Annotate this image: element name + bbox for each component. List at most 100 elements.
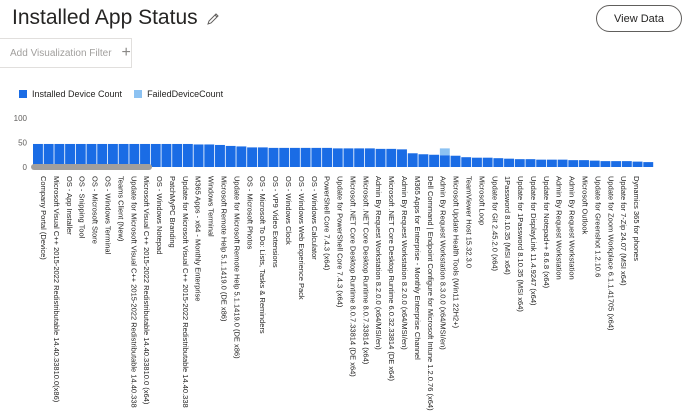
category-label: TeamViewer Host 15.32.3.0 [464,176,473,268]
bar-installed [161,143,172,167]
bar-installed [418,154,429,167]
category-label: OS - Windows Calculator [310,176,319,260]
category-label: Microsoft Update Health Tools (Win11 22H… [452,176,461,329]
bar-installed [343,148,354,167]
bar-installed [407,153,418,167]
y-tick-label: 50 [18,139,27,148]
bar-installed [439,155,450,167]
category-label: Update for Microsoft Visual C++ 2015-202… [181,176,190,408]
category-label: Admin By Request Workstation 8.3.0.0 (x6… [439,176,448,350]
legend-swatch-failed [134,90,143,98]
bar-installed [311,147,322,167]
category-label: OS - Microsoft To Do: Lists, Tasks & Rem… [258,176,267,334]
bar-installed [225,145,236,167]
bar-installed [536,159,547,167]
bar-installed [150,143,161,167]
bar-installed [643,162,654,167]
y-tick-label: 100 [14,114,28,123]
bar-installed [247,147,258,167]
y-tick-label: 0 [23,163,28,172]
filter-label: Add Visualization Filter [10,47,112,59]
bar-installed [332,148,343,167]
category-label: Microsoft .NET Core Desktop Runtime 6.0.… [387,176,396,381]
chart-scrollbar[interactable] [31,164,152,170]
category-label: OS - Microsoft Photos [245,176,254,250]
category-label: Microsoft Outlook [581,176,590,235]
category-label: Update for Microsoft Visual C++ 2015-202… [129,176,138,408]
bar-installed [129,143,140,167]
bar-installed [97,143,108,167]
category-label: PatchMyPC Branding [168,176,177,248]
category-label: OS - Windows Terminal [103,176,112,255]
category-label: Microsoft Visual C++ 2015-2022 Redistrib… [142,176,151,405]
installed-app-bar-chart: 0 50 100 Company Portal (Device) Microsoft V… [14,114,654,411]
bar-installed [450,155,461,167]
legend-item-installed[interactable]: Installed Device Count [19,89,122,99]
bar-installed [43,143,54,167]
bar-installed [471,157,482,167]
bar-installed [364,148,375,167]
category-label: OS - Windows Notepad [155,176,164,254]
bar-installed [632,161,643,167]
category-label: Admin By Request Workstation [555,176,564,280]
category-label: OS - Microsoft Store [91,176,100,244]
bar-installed [504,158,515,167]
category-label: Microsoft .NET Core Desktop Runtime 8.0.… [361,176,370,365]
bar-installed [236,146,247,167]
bar-installed [215,144,225,167]
legend-item-failed[interactable]: FailedDeviceCount [134,89,223,99]
category-label: Admin By Request Workstation 8.2.0.0 (x6… [374,176,383,350]
view-data-button[interactable]: View Data [596,5,682,32]
bar-installed [493,158,504,167]
legend-label-failed: FailedDeviceCount [147,89,224,99]
bar-installed [289,147,300,167]
page-title-text: Installed App Status [12,6,198,29]
bar-failed [439,148,450,156]
category-label: Update for Microsoft Remote Help 5.1.141… [232,176,241,359]
bar-installed [589,160,600,167]
category-label: OS - Windows Web Experience Pack [297,176,306,300]
category-label: Dynamics 365 for phones [632,176,641,261]
category-label: Update for Notepad++ 8.6.8 (x64) [542,176,551,289]
add-visualization-filter[interactable]: Add Visualization Filter + [0,38,132,68]
bar-installed [525,159,536,167]
category-label: Windows Terminal [207,176,216,237]
bar-installed [300,147,311,167]
category-label: Admin By Request Workstation 8.2.0.0 (x6… [400,176,409,350]
pencil-edit-icon[interactable] [206,12,220,26]
category-label: Update for PowerShell Core 7.4.3 (x64) [336,176,345,308]
category-label: Update for 1Password 8.10.35 (MSI x64) [516,176,525,312]
bar-installed [193,144,204,167]
category-label: Admin By Request Workstation [568,176,577,280]
bar-installed [600,161,611,167]
bar-installed [182,143,193,167]
bar-installed [397,149,407,167]
category-label: OS - Snipping Tool [78,176,87,239]
bar-installed [557,159,568,167]
plus-icon[interactable]: + [121,44,131,61]
bar-installed [429,154,440,167]
bar-installed [579,160,589,167]
bar-installed [65,143,76,167]
bar-installed [568,160,579,167]
bar-installed [354,148,365,167]
category-label: Update for Git 2.45.2.0 (x64) [490,176,499,272]
category-label: Dell Command | Endpoint Configure for Mi… [426,176,435,411]
category-label: Update for Greenshot 1.2.10.6 [593,176,602,277]
bar-installed [118,143,129,167]
category-label: 1Password 8.10.35 (MSI x64) [503,176,512,275]
bar-installed [514,159,525,167]
bar-installed [86,143,97,167]
category-label: Update for 7-Zip 24.07 (MSI x64) [619,176,628,286]
category-label: Microsoft Visual C++ 2015-2022 Redistrib… [52,176,61,403]
category-label: Company Portal (Device) [39,176,48,260]
bar-installed [257,147,268,167]
bar-installed [386,148,397,167]
category-label: OS - App Installer [65,176,74,235]
chart-legend: Installed Device Count FailedDeviceCount [19,89,223,99]
bar-installed [204,144,215,167]
category-label: Update for Zoom Workplace 6.1.1.41705 (x… [606,176,615,331]
bar-installed [54,143,65,167]
category-label: Microsoft .NET Core Desktop Runtime 8.0.… [348,176,357,377]
category-label: OS - VP9 Video Extensions [271,176,280,268]
